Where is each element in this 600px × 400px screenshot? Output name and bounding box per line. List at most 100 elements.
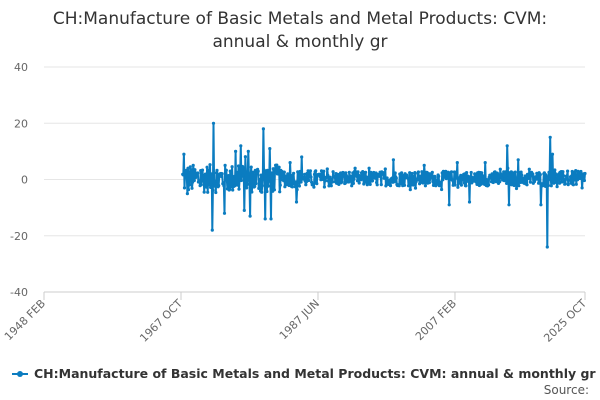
- data-point: [249, 165, 253, 169]
- legend-dot-swatch: [17, 370, 23, 377]
- data-point: [525, 183, 529, 187]
- data-point: [307, 178, 311, 183]
- chart-title-line-1: CH:Manufacture of Basic Metals and Metal…: [52, 9, 548, 29]
- data-point: [331, 170, 335, 174]
- data-point: [470, 181, 474, 185]
- data-point: [505, 144, 509, 148]
- data-point: [239, 178, 243, 183]
- data-point: [412, 182, 416, 186]
- data-point: [276, 172, 281, 176]
- data-point: [214, 171, 218, 175]
- data-point: [265, 168, 270, 172]
- data-point: [296, 176, 300, 180]
- legend-series-marker: [12, 369, 28, 379]
- data-point: [286, 172, 290, 176]
- data-point: [565, 174, 569, 178]
- data-point: [508, 174, 512, 178]
- data-point: [490, 172, 494, 176]
- data-point: [290, 174, 294, 178]
- data-point: [375, 183, 379, 187]
- data-point: [555, 180, 559, 184]
- data-point: [298, 169, 302, 174]
- data-point: [393, 171, 397, 175]
- data-point: [559, 173, 563, 177]
- data-point: [553, 168, 557, 172]
- data-point: [527, 167, 531, 171]
- data-point: [348, 179, 352, 183]
- data-point: [580, 186, 584, 190]
- data-point: [312, 185, 316, 189]
- data-point: [355, 179, 360, 183]
- data-point: [250, 190, 254, 194]
- data-point: [283, 185, 287, 189]
- data-point: [534, 177, 538, 181]
- data-point: [459, 183, 463, 187]
- data-point: [366, 178, 370, 182]
- data-point: [337, 182, 341, 186]
- data-point: [187, 170, 191, 174]
- data-point: [220, 175, 224, 179]
- data-point: [256, 169, 260, 173]
- data-point: [478, 175, 482, 179]
- data-point: [552, 175, 556, 179]
- data-point: [330, 177, 334, 182]
- data-point: [499, 172, 503, 176]
- data-point: [295, 188, 299, 192]
- data-point: [338, 176, 342, 180]
- data-point: [440, 187, 444, 192]
- data-point: [188, 183, 192, 187]
- data-point: [447, 203, 451, 207]
- data-point: [254, 182, 258, 186]
- data-point: [498, 167, 502, 171]
- data-point: [221, 181, 225, 185]
- data-point: [505, 181, 509, 185]
- data-point: [566, 183, 570, 187]
- data-point: [323, 179, 328, 183]
- data-point: [466, 179, 470, 183]
- data-point: [258, 177, 262, 181]
- data-point: [199, 183, 203, 187]
- data-point: [282, 170, 286, 174]
- data-point: [573, 178, 577, 182]
- data-point: [364, 170, 368, 174]
- data-point: [531, 172, 535, 176]
- data-point: [228, 187, 232, 191]
- data-point: [191, 163, 195, 167]
- data-point: [506, 166, 510, 170]
- chart-title-line-2: annual & monthly gr: [212, 32, 388, 52]
- data-point: [241, 173, 245, 177]
- data-point: [423, 184, 427, 188]
- data-point: [242, 208, 246, 212]
- data-point: [344, 171, 348, 175]
- data-point: [290, 185, 294, 189]
- data-point: [422, 163, 426, 167]
- data-point: [196, 171, 200, 175]
- data-point: [406, 184, 411, 188]
- data-point: [277, 165, 281, 169]
- data-point: [302, 176, 306, 180]
- data-point: [496, 172, 500, 177]
- y-tick-label: -40: [10, 286, 28, 299]
- data-point: [474, 175, 478, 179]
- data-point: [297, 184, 301, 188]
- data-point: [248, 214, 252, 218]
- data-point: [462, 181, 466, 185]
- data-point: [420, 170, 424, 174]
- data-point: [239, 144, 243, 148]
- series-plot-area: [181, 121, 587, 249]
- data-point: [293, 185, 297, 189]
- data-point: [207, 168, 211, 172]
- data-point: [566, 169, 570, 173]
- data-point: [223, 163, 227, 167]
- data-point: [266, 184, 270, 188]
- y-tick-label: 40: [14, 61, 28, 74]
- data-point: [361, 177, 365, 181]
- data-point: [467, 200, 472, 204]
- legend[interactable]: CH:Manufacture of Basic Metals and Metal…: [12, 366, 596, 381]
- data-point: [473, 172, 477, 176]
- data-point: [548, 174, 552, 178]
- data-point: [422, 178, 426, 182]
- data-point: [547, 170, 551, 174]
- data-point: [455, 161, 459, 165]
- data-point: [206, 190, 210, 194]
